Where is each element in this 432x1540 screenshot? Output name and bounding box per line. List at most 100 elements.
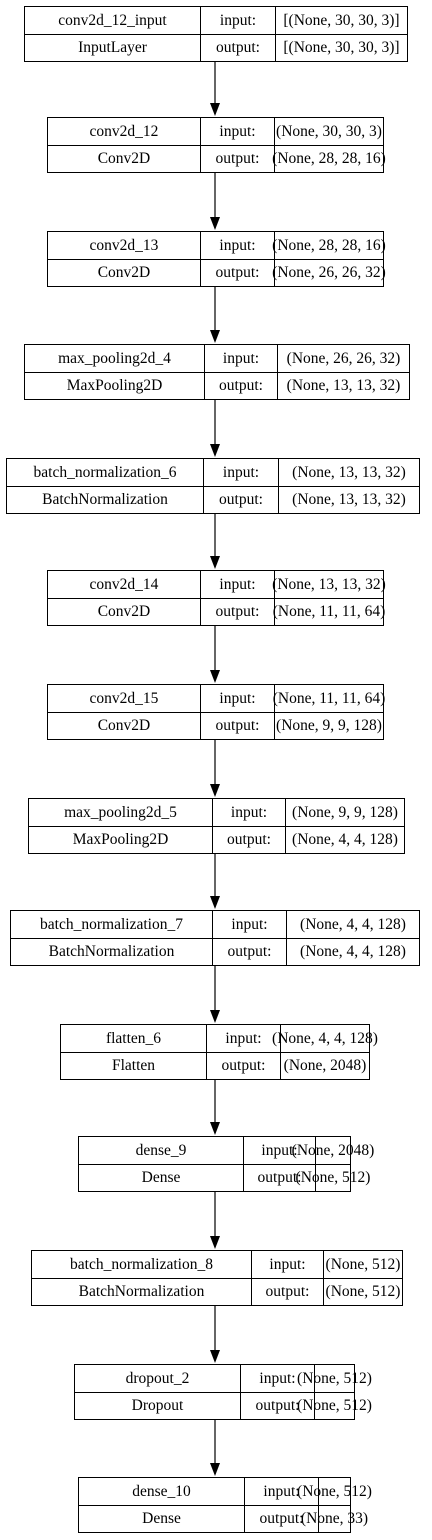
- input-label: input:: [259, 1369, 296, 1387]
- layer-name: conv2d_14: [89, 575, 159, 593]
- row-divider: [7, 486, 419, 487]
- layer-node: conv2d_12 Conv2D input: output: (None, 30, 3…: [47, 117, 386, 173]
- layer-type: Dense: [142, 1509, 181, 1527]
- layer-name: conv2d_12: [89, 122, 159, 140]
- edge-arrowhead: [210, 1122, 220, 1135]
- layer-name: max_pooling2d_4: [58, 349, 171, 367]
- layer-name: batch_normalization_8: [70, 1255, 213, 1273]
- input-shape: (None, 30, 30, 3): [276, 122, 382, 140]
- row-divider: [61, 1052, 369, 1053]
- layer-node: conv2d_14 Conv2D input: output: (None, 13, 1…: [47, 570, 386, 626]
- input-label: input:: [225, 1029, 262, 1047]
- output-shape: (None, 26, 26, 32): [272, 263, 386, 281]
- output-label: output:: [227, 942, 272, 960]
- edge-arrowhead: [210, 556, 220, 569]
- layer-node: dense_10 Dense input: output: (None, 512) (No…: [78, 1477, 372, 1533]
- row-divider: [75, 1392, 354, 1393]
- output-label: output:: [221, 1056, 266, 1074]
- row-divider: [25, 372, 409, 373]
- output-shape: (None, 512): [295, 1168, 371, 1186]
- edge-arrowhead: [210, 896, 220, 909]
- layer-name: dropout_2: [125, 1369, 190, 1387]
- input-label: input:: [263, 1482, 300, 1500]
- edge-arrowhead: [210, 217, 220, 230]
- input-shape: (None, 28, 28, 16): [272, 236, 386, 254]
- output-label: output:: [215, 602, 260, 620]
- output-shape: [(None, 30, 30, 3)]: [283, 38, 400, 56]
- layer-type: Conv2D: [97, 716, 151, 734]
- column-divider-name: [200, 118, 201, 172]
- layer-node: batch_normalization_7 BatchNormalization i…: [10, 910, 420, 966]
- column-divider-name: [200, 7, 201, 61]
- output-shape: (None, 512): [325, 1282, 401, 1300]
- layer-name: dense_9: [135, 1141, 187, 1159]
- column-divider-name: [204, 345, 205, 399]
- layer-type: Dropout: [131, 1396, 184, 1414]
- output-label: output:: [257, 1168, 302, 1186]
- input-shape: [(None, 30, 30, 3)]: [283, 11, 400, 29]
- layer-name: dense_10: [132, 1482, 191, 1500]
- row-divider: [29, 826, 404, 827]
- layer-name: batch_normalization_6: [33, 463, 177, 481]
- input-label: input:: [222, 463, 260, 481]
- layer-type: Conv2D: [97, 602, 151, 620]
- column-divider-name: [251, 1251, 252, 1305]
- layer-node: conv2d_12_input InputLayer input: output: [(…: [24, 6, 408, 62]
- row-divider: [48, 259, 383, 260]
- row-divider: [79, 1505, 350, 1506]
- edge-arrowhead: [210, 670, 220, 683]
- output-label: output:: [216, 38, 260, 56]
- column-divider-name: [243, 1137, 244, 1191]
- input-label: input:: [231, 915, 268, 933]
- input-label: input:: [219, 11, 257, 29]
- input-shape: (None, 26, 26, 32): [286, 349, 401, 367]
- input-shape: (None, 9, 9, 128): [292, 803, 398, 821]
- output-label: output:: [219, 490, 263, 508]
- row-divider: [48, 598, 383, 599]
- layer-type: Conv2D: [97, 263, 151, 281]
- layer-name: max_pooling2d_5: [64, 803, 177, 821]
- column-divider-name: [200, 571, 201, 625]
- column-divider-name: [244, 1478, 245, 1532]
- input-label: input:: [269, 1255, 306, 1273]
- column-divider-shape: [315, 1137, 316, 1191]
- layer-node: batch_normalization_6 BatchNormalization i…: [6, 458, 420, 514]
- output-label: output:: [259, 1509, 304, 1527]
- output-label: output:: [227, 830, 271, 848]
- layer-name: conv2d_13: [89, 236, 159, 254]
- layer-type: MaxPooling2D: [66, 376, 163, 394]
- layer-node: conv2d_13 Conv2D input: output: (None, 28, 2…: [47, 231, 386, 287]
- column-divider-shape: [275, 7, 276, 61]
- row-divider: [11, 938, 419, 939]
- layer-node: dropout_2 Dropout input: output: (None, 512)…: [74, 1364, 372, 1420]
- layer-node: flatten_6 Flatten input: output: (None, 4, 4…: [60, 1024, 378, 1080]
- output-label: output:: [215, 263, 260, 281]
- column-divider-shape: [274, 571, 275, 625]
- column-divider-shape: [280, 1025, 281, 1079]
- output-shape: (None, 13, 13, 32): [286, 376, 401, 394]
- edge-arrowhead: [210, 784, 220, 797]
- input-shape: (None, 512): [325, 1255, 401, 1273]
- layer-name: batch_normalization_7: [40, 915, 183, 933]
- column-divider-name: [212, 799, 213, 853]
- row-divider: [48, 145, 383, 146]
- output-label: output:: [265, 1282, 310, 1300]
- input-shape: (None, 512): [297, 1369, 372, 1387]
- input-label: input:: [219, 575, 256, 593]
- input-shape: (None, 4, 4, 128): [272, 1029, 378, 1047]
- input-shape: (None, 4, 4, 128): [300, 915, 406, 933]
- output-label: output:: [215, 716, 260, 734]
- column-divider-shape: [274, 118, 275, 172]
- input-label: input:: [230, 803, 268, 821]
- layer-type: MaxPooling2D: [72, 830, 169, 848]
- column-divider-shape: [286, 911, 287, 965]
- row-divider: [25, 34, 407, 35]
- output-shape: (None, 28, 28, 16): [272, 149, 386, 167]
- column-divider-shape: [274, 685, 275, 739]
- edge-arrowhead: [210, 330, 220, 343]
- row-divider: [79, 1164, 350, 1165]
- row-divider: [32, 1278, 402, 1279]
- output-shape: (None, 11, 11, 64): [272, 602, 386, 620]
- output-shape: (None, 2048): [283, 1056, 367, 1074]
